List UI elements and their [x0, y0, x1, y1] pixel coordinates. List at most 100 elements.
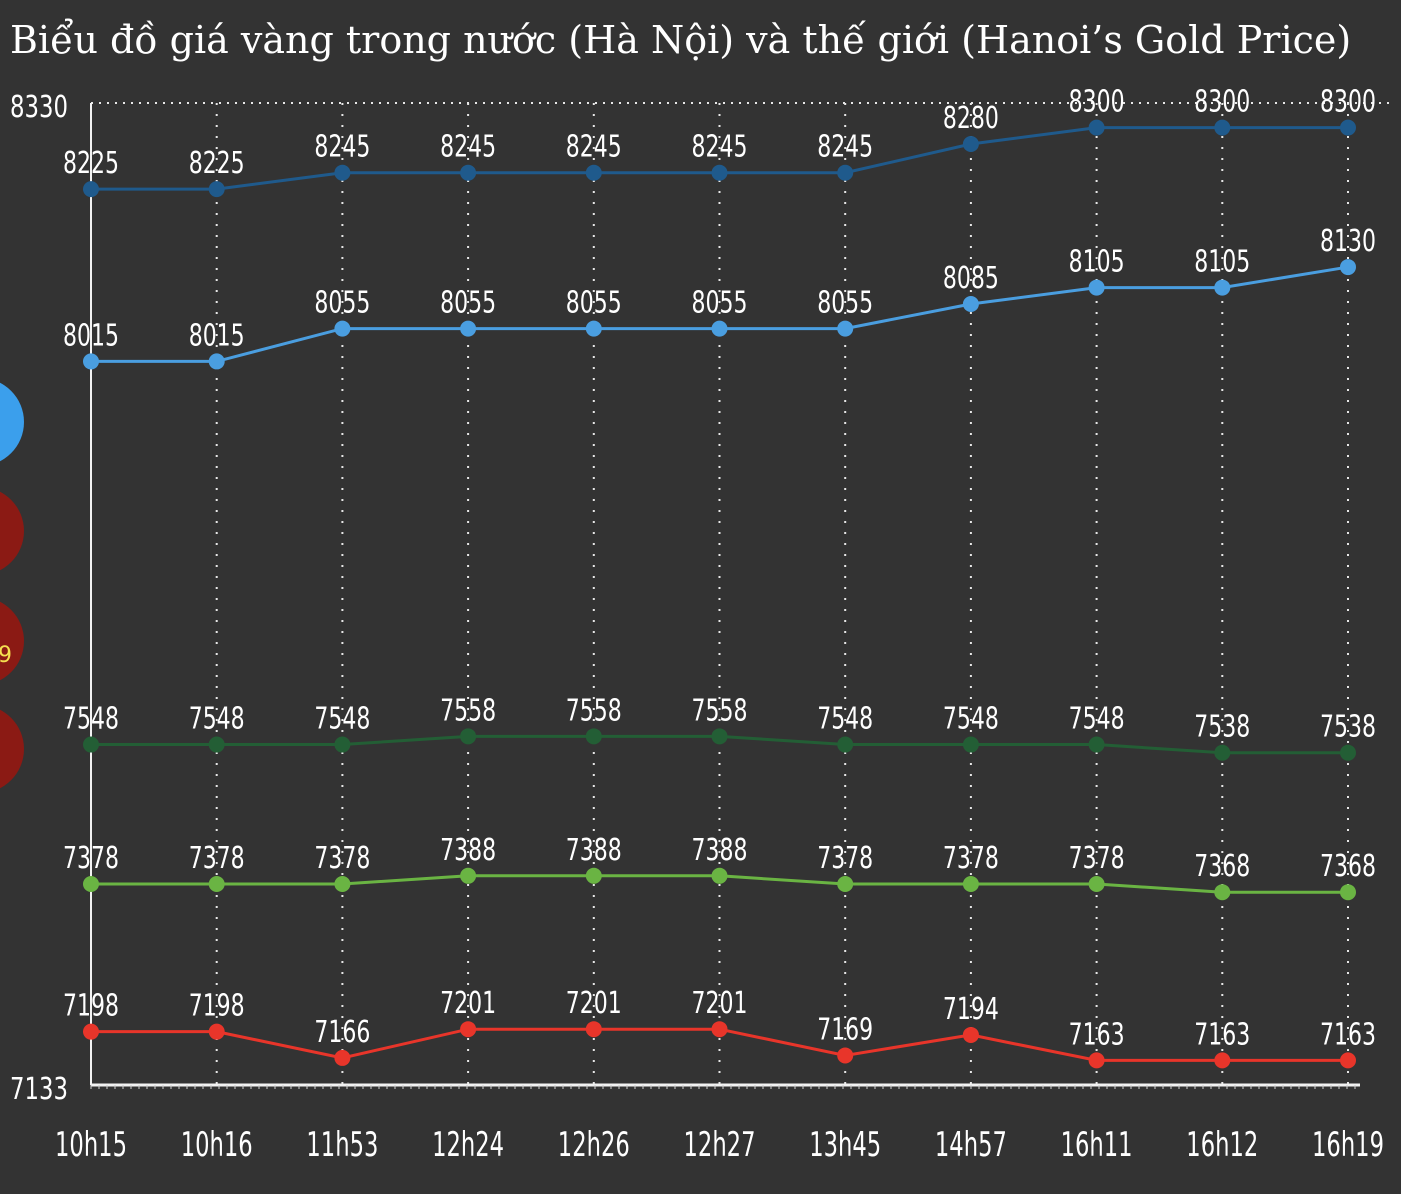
data-point	[460, 728, 477, 745]
x-tick-label: 10h16	[181, 1125, 253, 1165]
data-label: 8245	[566, 130, 622, 165]
data-point	[83, 1023, 99, 1040]
data-point	[711, 1021, 728, 1038]
data-point	[334, 736, 351, 753]
data-point	[585, 728, 602, 745]
data-label: 7378	[314, 841, 370, 876]
x-tick-label: 14h57	[935, 1125, 1007, 1165]
data-label: 8105	[1194, 245, 1250, 280]
data-point	[83, 876, 99, 893]
data-point	[83, 353, 99, 370]
data-label: 7388	[692, 833, 748, 868]
x-tick-label: 16h12	[1186, 1125, 1258, 1165]
x-tick-label: 16h19	[1312, 1125, 1384, 1165]
data-point	[334, 876, 351, 893]
data-label: 7548	[943, 702, 999, 737]
data-label: 7548	[1069, 702, 1125, 737]
x-tick-label: 11h53	[306, 1125, 378, 1165]
data-label: 7163	[1194, 1017, 1250, 1052]
y-tick-label: 8330	[10, 90, 68, 125]
data-label: 8245	[817, 130, 873, 165]
data-point	[208, 736, 225, 753]
data-label: 8015	[189, 318, 245, 353]
data-label: 7388	[440, 833, 496, 868]
x-tick-label: 12h27	[684, 1125, 756, 1165]
data-point	[711, 164, 728, 181]
data-point	[334, 1049, 351, 1066]
data-label: 8055	[692, 286, 748, 321]
data-point	[460, 1021, 477, 1038]
data-label: 8245	[692, 130, 748, 165]
data-point	[208, 1023, 225, 1040]
data-label: 7368	[1194, 849, 1250, 884]
data-point	[585, 1021, 602, 1038]
data-point	[1088, 279, 1105, 296]
data-point	[208, 181, 225, 198]
data-label: 8055	[440, 286, 496, 321]
data-label: 7538	[1194, 710, 1250, 745]
data-label: 8245	[314, 130, 370, 165]
data-point	[585, 867, 602, 884]
data-label: 7198	[63, 989, 119, 1024]
data-label: 7548	[817, 702, 873, 737]
data-point	[460, 867, 477, 884]
data-label: 7558	[566, 693, 622, 728]
data-point	[1340, 884, 1356, 901]
data-point	[962, 295, 979, 312]
data-label: 7166	[314, 1015, 370, 1050]
data-label: 7388	[566, 833, 622, 868]
data-label: 8245	[440, 130, 496, 165]
data-label: 8085	[943, 261, 999, 296]
data-label: 7558	[692, 693, 748, 728]
data-label: 8300	[1194, 85, 1250, 120]
data-label: 7558	[440, 693, 496, 728]
data-point	[1088, 736, 1105, 753]
data-point	[334, 164, 351, 181]
data-point	[1340, 744, 1356, 761]
data-label: 8225	[189, 146, 245, 181]
data-label: 7378	[63, 841, 119, 876]
data-label: 8225	[63, 146, 119, 181]
data-point	[585, 164, 602, 181]
data-point	[837, 320, 854, 337]
data-point	[837, 736, 854, 753]
data-point	[460, 320, 477, 337]
data-label: 7198	[189, 989, 245, 1024]
data-label: 8055	[314, 286, 370, 321]
data-point	[962, 1026, 979, 1043]
data-label: 8300	[1069, 85, 1125, 120]
data-point	[1214, 119, 1231, 136]
data-label: 7368	[1320, 849, 1376, 884]
y-tick-label: 7133	[10, 1072, 68, 1107]
data-point	[1214, 744, 1231, 761]
data-point	[1214, 1052, 1231, 1069]
data-label: 8055	[817, 286, 873, 321]
data-point	[711, 320, 728, 337]
data-label: 8105	[1069, 245, 1125, 280]
data-point	[334, 320, 351, 337]
data-label: 7194	[943, 992, 999, 1027]
data-point	[1214, 279, 1231, 296]
data-point	[837, 1047, 854, 1064]
data-label: 7378	[189, 841, 245, 876]
data-label: 7538	[1320, 710, 1376, 745]
data-label: 8130	[1320, 224, 1376, 259]
data-label: 7548	[63, 702, 119, 737]
data-point	[711, 867, 728, 884]
data-label: 7548	[189, 702, 245, 737]
data-point	[83, 736, 99, 753]
x-tick-label: 10h15	[55, 1125, 127, 1165]
data-point	[1088, 1052, 1105, 1069]
x-tick-label: 12h24	[432, 1125, 504, 1165]
data-label: 8015	[63, 318, 119, 353]
data-label: 7378	[1069, 841, 1125, 876]
data-label: 7548	[314, 702, 370, 737]
data-point	[962, 876, 979, 893]
data-point	[208, 353, 225, 370]
data-point	[1088, 119, 1105, 136]
data-point	[962, 736, 979, 753]
x-tick-label: 12h26	[558, 1125, 630, 1165]
data-label: 7201	[692, 986, 748, 1021]
data-point	[711, 728, 728, 745]
